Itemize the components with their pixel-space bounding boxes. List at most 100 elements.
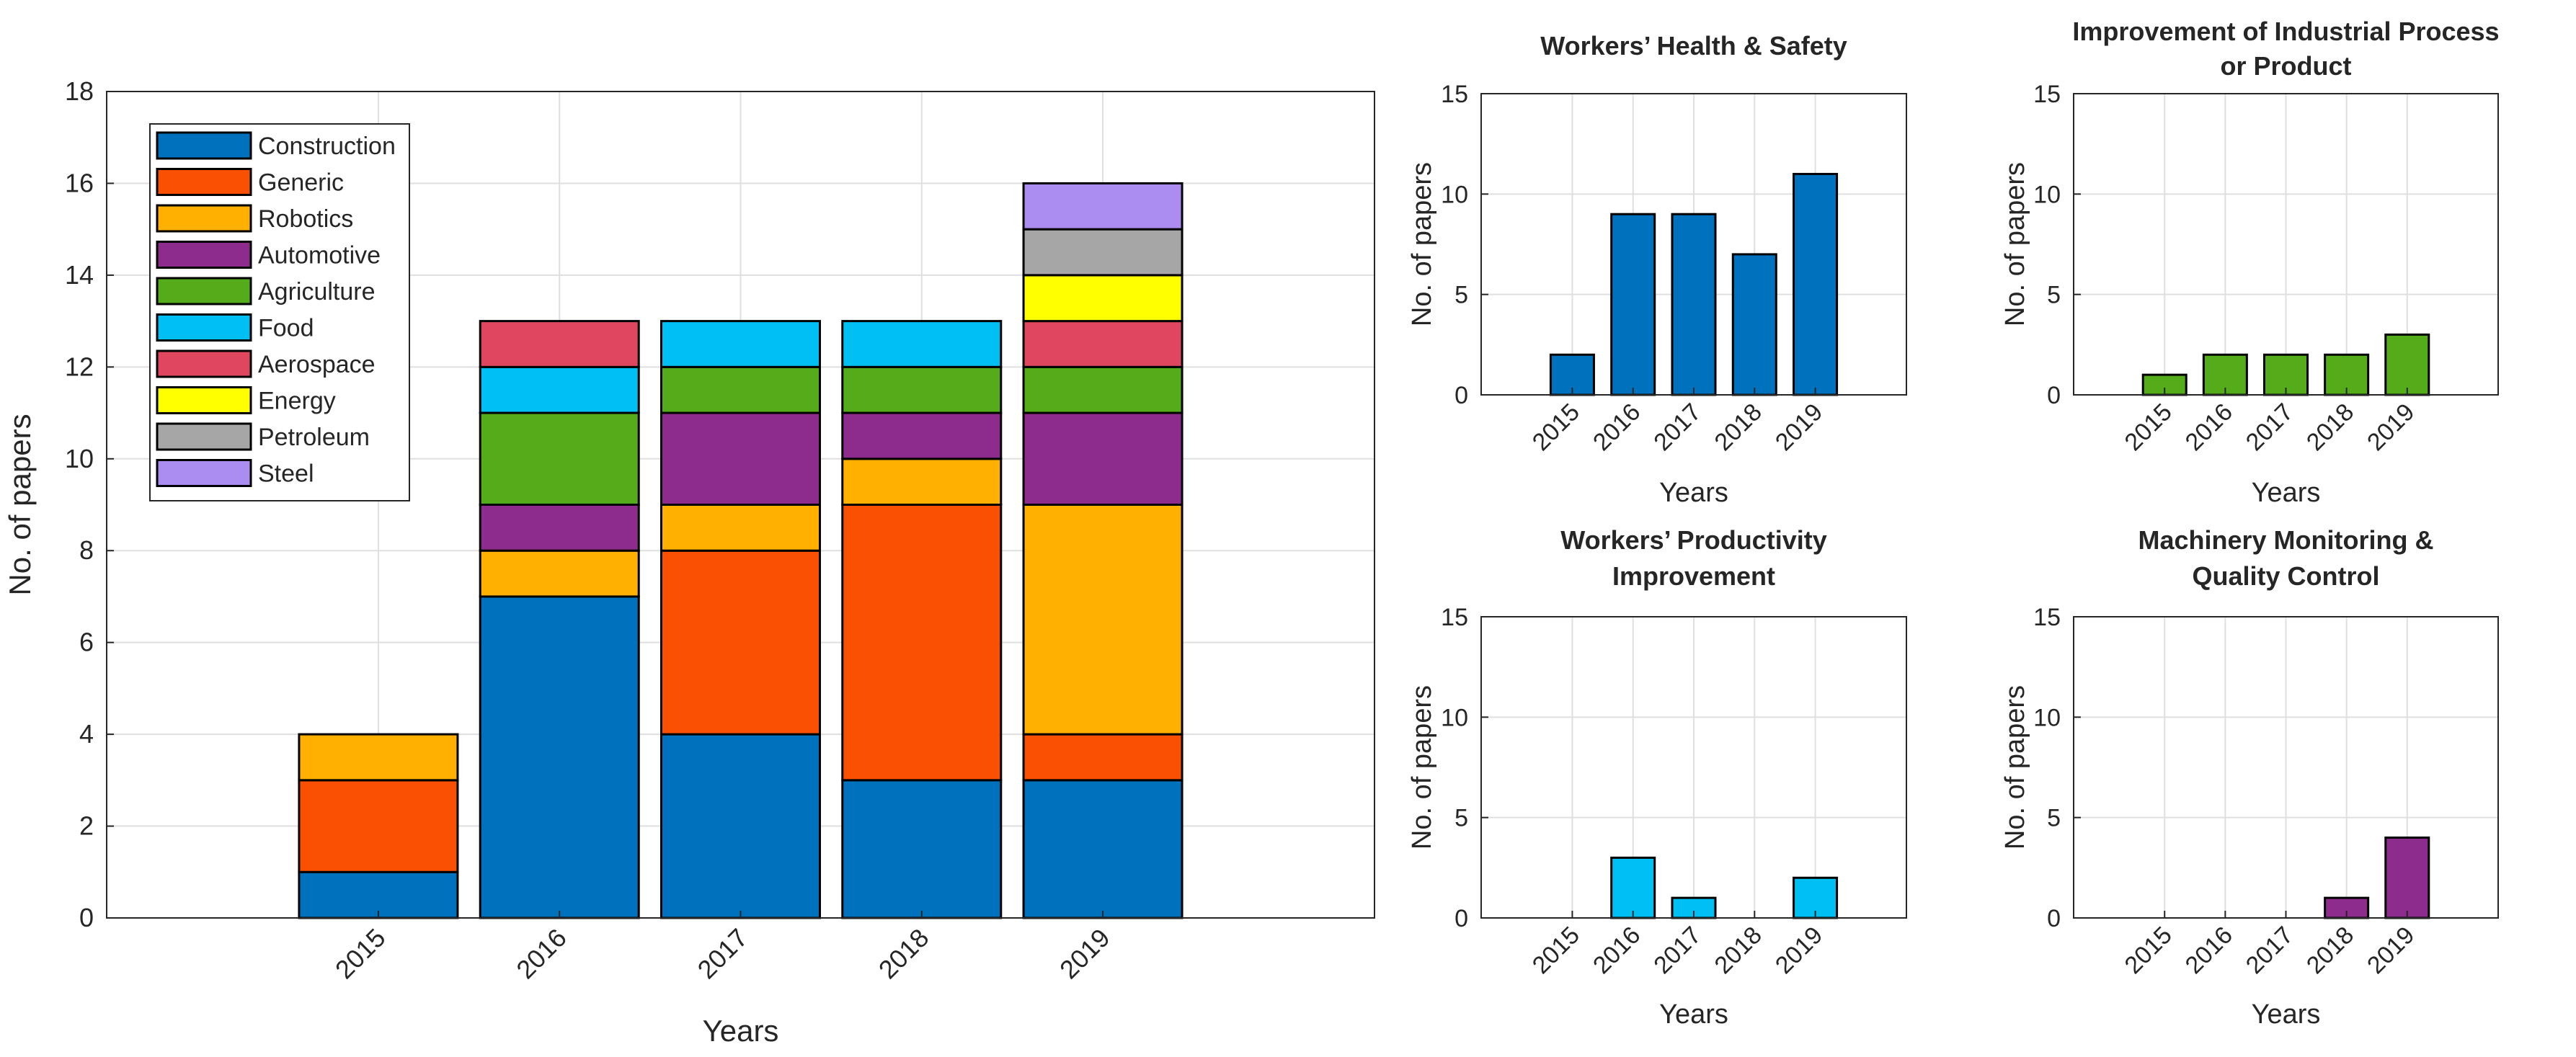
y-tick-label: 12 — [65, 352, 94, 381]
x-tick-label: 2017 — [2241, 398, 2299, 456]
x-axis-title: Years — [2252, 478, 2321, 508]
bar-2019 — [2384, 837, 2430, 919]
y-tick-label: 5 — [1454, 282, 1468, 309]
x-tick-label: 2018 — [1710, 922, 1767, 979]
y-tick-label: 5 — [2047, 805, 2061, 832]
bar-generic-2018 — [841, 504, 1003, 782]
bar-robotics-2016 — [479, 549, 640, 598]
chart-title: Improvement of Industrial Process or Prod… — [2072, 17, 2499, 81]
x-tick-label: 2016 — [2180, 398, 2238, 456]
bar-petroleum-2019 — [1022, 228, 1183, 277]
x-tick-label: 2019 — [1770, 922, 1828, 979]
y-tick-label: 15 — [1441, 604, 1468, 631]
bar-automotive-2016 — [479, 504, 640, 552]
x-tick-label: 2019 — [2362, 398, 2420, 456]
chart-machinery: 0 5 10 15 2015 2016 2017 2018 2019 Years No. of pa… — [2000, 525, 2499, 1030]
legend-swatch-robotics — [156, 204, 252, 233]
x-tick-label: 2015 — [2120, 398, 2177, 456]
bar-robotics-2018 — [841, 458, 1003, 506]
legend-label-petroleum: Petroleum — [258, 424, 370, 451]
y-tick-label: 10 — [2033, 704, 2061, 731]
y-tick-label: 18 — [65, 76, 94, 106]
chart-process: 0 5 10 15 2015 2016 2017 2018 2019 Years No. of pa… — [2000, 17, 2500, 508]
y-axis-title: No. of papers — [1407, 685, 1437, 849]
x-axis-title: Years — [1659, 999, 1728, 1030]
legend-swatch-construction — [156, 131, 252, 160]
bar-energy-2019 — [1022, 274, 1183, 323]
legend-label-food: Food — [258, 315, 314, 342]
bar-robotics-2017 — [660, 504, 821, 552]
legend-label-robotics: Robotics — [258, 205, 353, 233]
y-tick-label: 5 — [2047, 282, 2061, 309]
y-tick-label: 15 — [2033, 604, 2061, 631]
bar-construction-2015 — [298, 870, 459, 919]
x-tick-label: 2016 — [510, 923, 572, 985]
bar-construction-2016 — [479, 595, 640, 919]
x-tick-label: 2016 — [2180, 922, 2238, 979]
bar-2017 — [1671, 213, 1717, 396]
y-tick-label: 5 — [1454, 805, 1468, 832]
legend-swatch-energy — [156, 386, 252, 414]
bar-2016 — [1610, 856, 1656, 919]
bar-automotive-2017 — [660, 411, 821, 506]
x-tick-label: 2018 — [873, 923, 935, 985]
legend-label-generic: Generic — [258, 169, 344, 197]
bar-agriculture-2016 — [479, 411, 640, 506]
bar-agriculture-2018 — [841, 365, 1003, 414]
x-tick-label: 2018 — [2301, 398, 2359, 456]
x-tick-label: 2015 — [2120, 922, 2177, 979]
y-tick-label: 15 — [2033, 81, 2061, 108]
bar-2019 — [1793, 172, 1839, 396]
x-tick-label: 2017 — [2241, 922, 2299, 979]
legend-label-construction: Construction — [258, 133, 396, 160]
chart-health: 0 5 10 15 2015 2016 2017 2018 2019 Years No. of pa… — [1407, 31, 1907, 508]
bar-robotics-2015 — [298, 733, 459, 782]
bar-robotics-2019 — [1022, 504, 1183, 736]
chart-title: Workers’ Health & Safety — [1540, 31, 1847, 61]
y-tick-label: 6 — [79, 628, 94, 657]
y-tick-label: 4 — [79, 719, 94, 749]
bar-construction-2017 — [660, 733, 821, 919]
x-tick-label: 2017 — [1648, 398, 1706, 456]
x-tick-label: 2015 — [329, 923, 391, 985]
y-axis-title: No. of papers — [2000, 162, 2030, 326]
bar-2016 — [1610, 213, 1656, 396]
legend-swatch-generic — [156, 168, 252, 196]
x-axis-title: Years — [703, 1014, 779, 1048]
x-tick-label: 2016 — [1588, 398, 1645, 456]
legend-swatch-food — [156, 313, 252, 342]
bar-automotive-2019 — [1022, 411, 1183, 506]
x-axis-title: Years — [2252, 999, 2321, 1030]
legend-label-automotive: Automotive — [258, 242, 381, 269]
y-tick-label: 15 — [1441, 81, 1468, 108]
x-tick-label: 2018 — [1710, 398, 1767, 456]
y-tick-label: 10 — [65, 444, 94, 473]
chart-productivity: 0 5 10 15 2015 2016 2017 2018 2019 Years No. of pa… — [1407, 525, 1907, 1030]
y-tick-label: 10 — [2033, 181, 2061, 208]
x-tick-label: 2015 — [1527, 922, 1585, 979]
legend-swatch-aerospace — [156, 349, 252, 378]
bar-food-2017 — [660, 320, 821, 368]
y-tick-label: 0 — [1454, 382, 1468, 409]
legend-swatch-agriculture — [156, 277, 252, 305]
x-tick-label: 2019 — [1770, 398, 1828, 456]
x-tick-label: 2016 — [1588, 922, 1645, 979]
y-axis-title: No. of papers — [2000, 685, 2030, 849]
chart-title: Machinery Monitoring & Quality Control — [2138, 525, 2433, 591]
bar-food-2018 — [841, 320, 1003, 368]
bar-steel-2019 — [1022, 182, 1183, 231]
x-tick-label: 2019 — [2362, 922, 2420, 979]
legend-label-agriculture: Agriculture — [258, 278, 376, 305]
chart-main: 0 2 4 6 8 10 12 14 16 18 2015 2016 2017 2018 2019 Years… — [3, 76, 1375, 1048]
x-axis-title: Years — [1659, 478, 1728, 508]
legend: Construction Generic Robotics Automotive Agr… — [149, 123, 410, 501]
y-tick-label: 0 — [2047, 905, 2061, 932]
legend-label-energy: Energy — [258, 388, 336, 415]
bar-automotive-2018 — [841, 411, 1003, 460]
bar-construction-2018 — [841, 779, 1003, 919]
bar-2018 — [1731, 253, 1777, 396]
legend-swatch-automotive — [156, 241, 252, 269]
legend-swatch-petroleum — [156, 422, 252, 451]
y-axis-title: No. of papers — [3, 414, 37, 595]
